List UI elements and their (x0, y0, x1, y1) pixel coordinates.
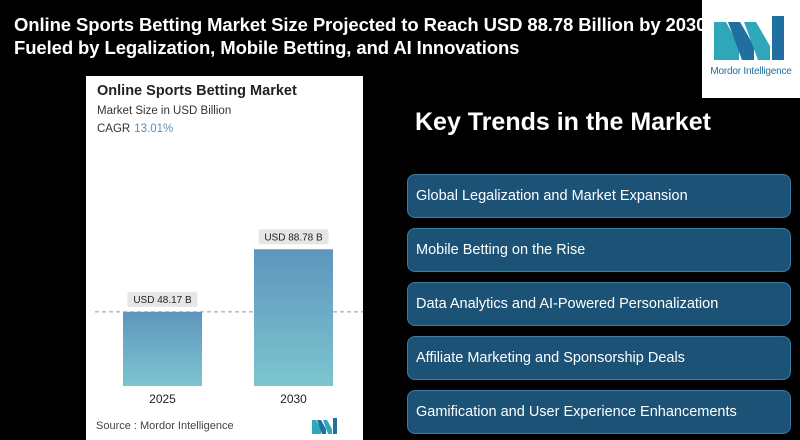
trend-item: Affiliate Marketing and Sponsorship Deal… (407, 336, 791, 380)
trend-item: Data Analytics and AI-Powered Personaliz… (407, 282, 791, 326)
chart-card: Online Sports Betting Market Market Size… (86, 76, 363, 440)
category-label-2025: 2025 (149, 392, 176, 406)
source-logo-icon (312, 418, 337, 434)
data-label-box (258, 229, 329, 245)
data-label-2030: USD 88.78 B (258, 229, 329, 245)
logo-text: Mordor Intelligence (710, 66, 792, 77)
data-label-text: USD 88.78 B (264, 232, 323, 243)
headline: Online Sports Betting Market Size Projec… (14, 13, 712, 59)
headline-line-2: Fueled by Legalization, Mobile Betting, … (14, 37, 520, 58)
trend-item: Gamification and User Experience Enhance… (407, 390, 791, 434)
trend-item: Global Legalization and Market Expansion (407, 174, 791, 218)
data-label-box (127, 291, 198, 307)
logo-box: Mordor Intelligence (702, 0, 800, 98)
data-label-text: USD 48.17 B (133, 295, 192, 306)
cagr-value: 13.01% (134, 123, 174, 135)
source-note: Source : Mordor Intelligence (96, 420, 234, 432)
headline-line-1: Online Sports Betting Market Size Projec… (14, 14, 712, 35)
bar-2030 (254, 249, 333, 386)
chart-title: Online Sports Betting Market (97, 83, 297, 99)
data-label-2025: USD 48.17 B (127, 291, 198, 307)
trends-title: Key Trends in the Market (415, 108, 711, 136)
trend-item: Mobile Betting on the Rise (407, 228, 791, 272)
cagr: CAGR 13.01% (97, 123, 173, 135)
mordor-intelligence-logo-icon (714, 16, 784, 60)
cagr-label: CAGR (97, 123, 131, 135)
chart-subtitle: Market Size in USD Billion (97, 105, 232, 117)
category-label-2030: 2030 (280, 392, 307, 406)
bar-chart: USD 48.17 B 2025 USD 88.78 B 2030 (95, 229, 363, 406)
bar-2025 (123, 311, 202, 386)
